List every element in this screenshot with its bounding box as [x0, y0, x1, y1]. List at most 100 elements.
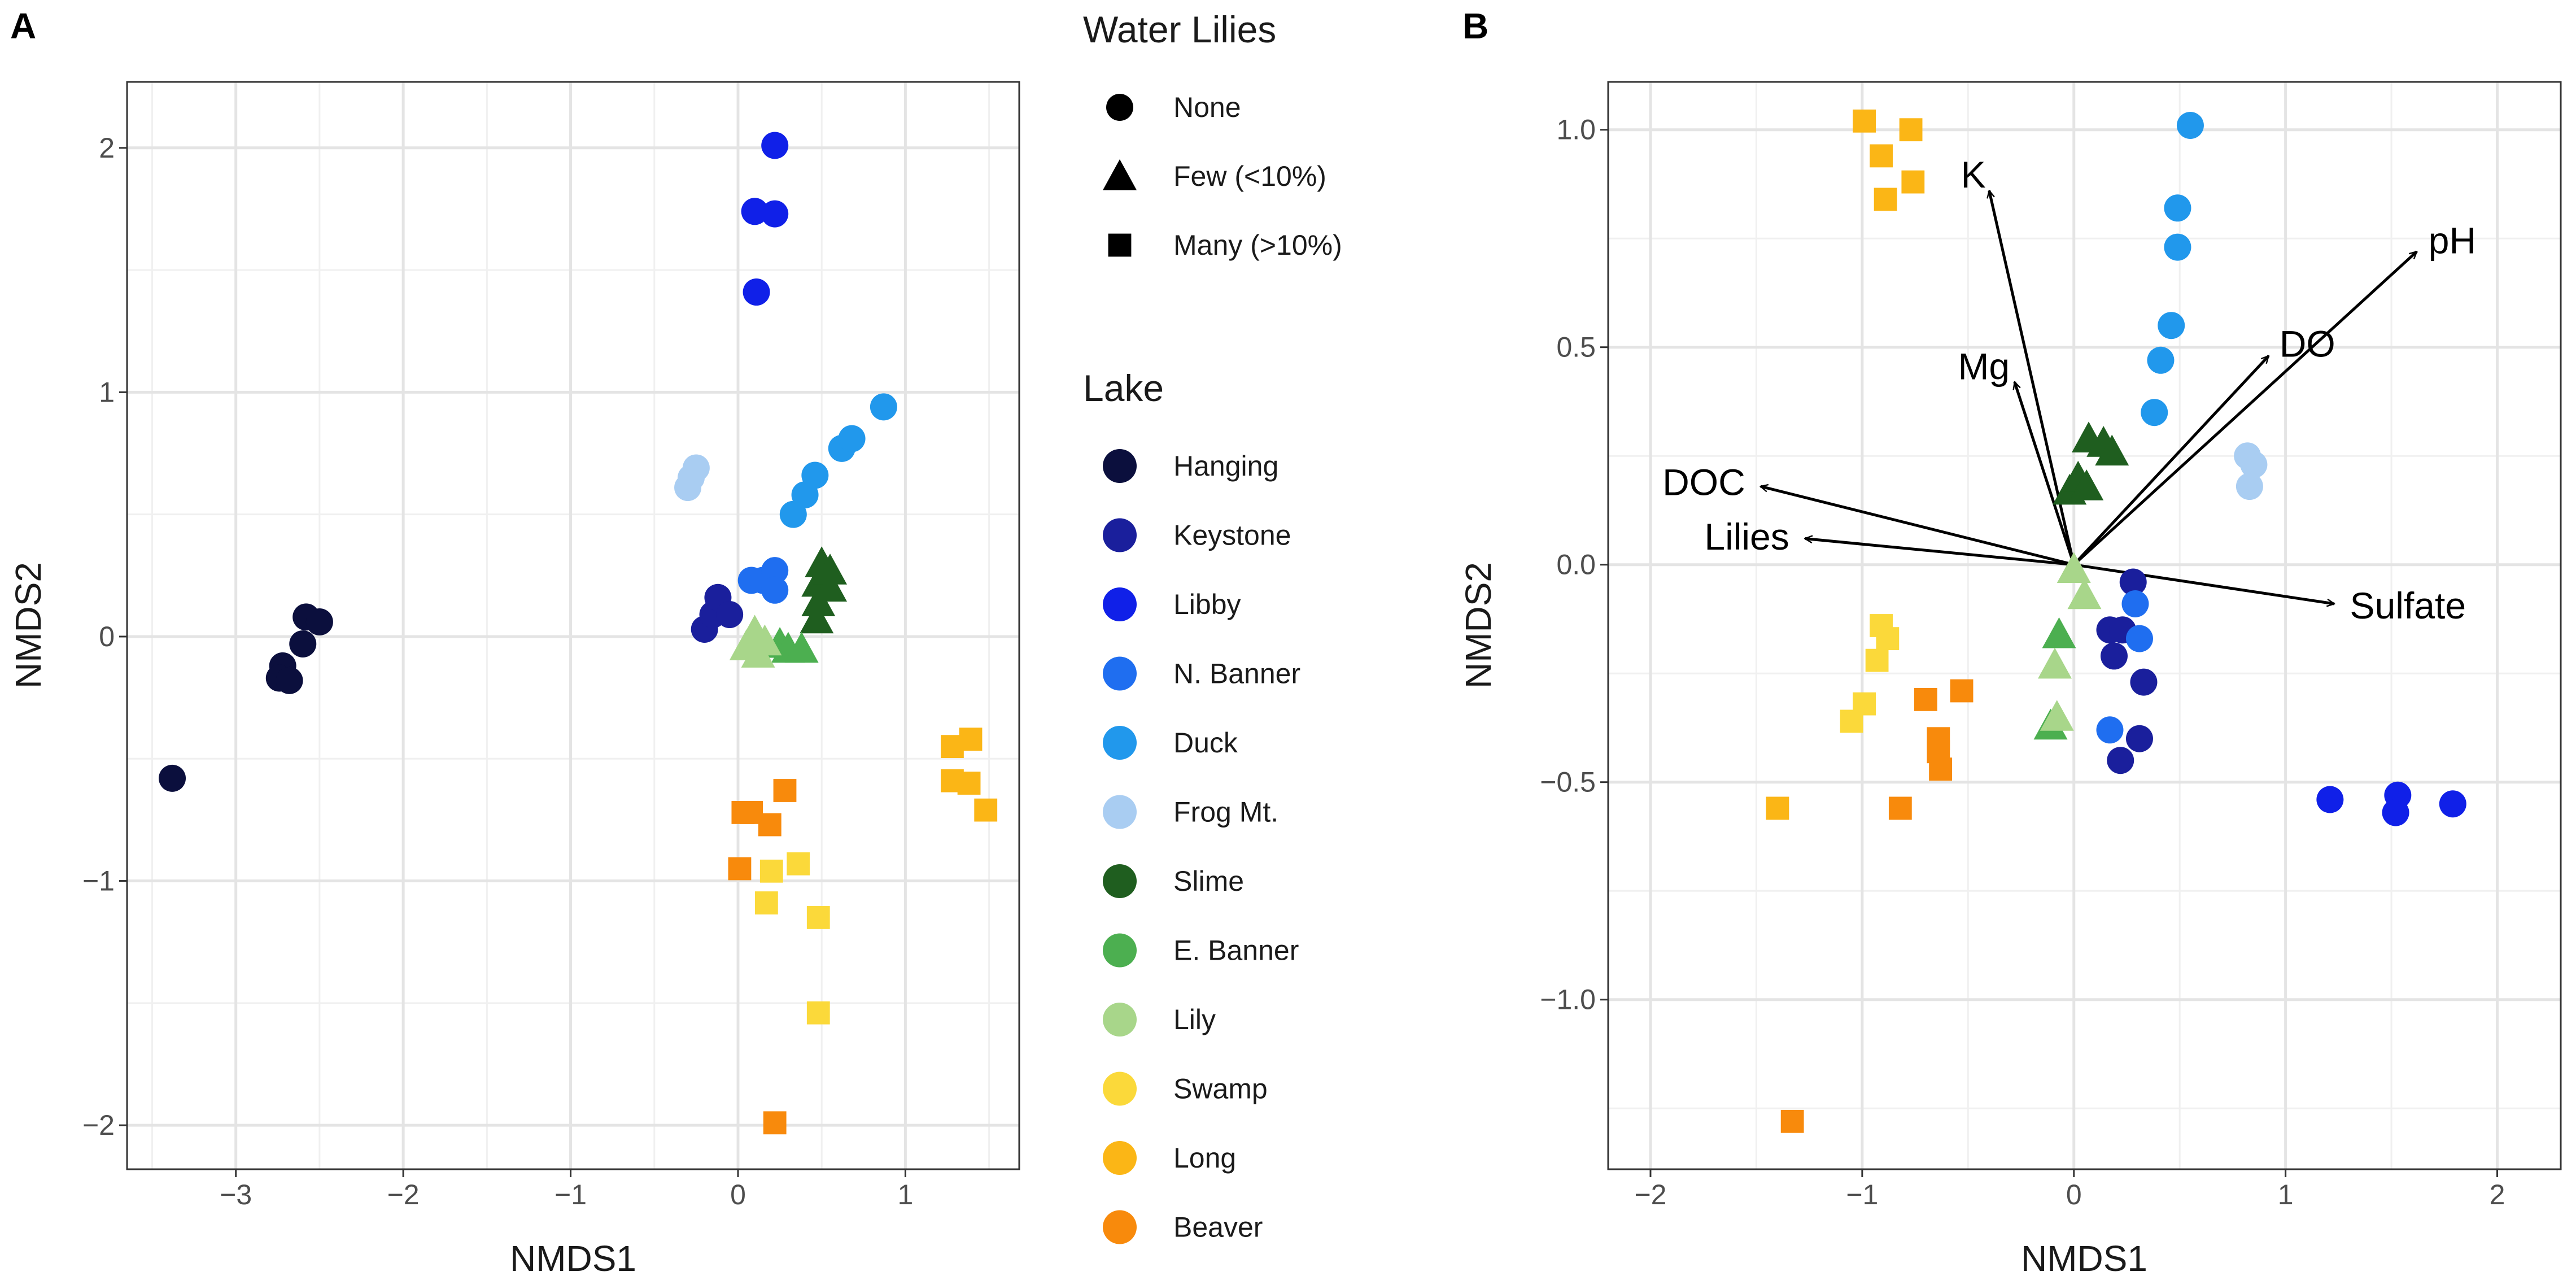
legend-lake-swatch-long: [1103, 1141, 1137, 1175]
panel-b-point-slime: [2069, 469, 2104, 500]
y-tick-label: −0.5: [1540, 767, 1596, 798]
panel-b-point-e-banner: [2042, 617, 2076, 648]
panel-b-point-duck: [2164, 194, 2191, 222]
panel-a-point-duck: [801, 461, 829, 489]
panel-b-point-keystone: [2100, 642, 2128, 670]
legend-lake-label-hanging: Hanging: [1173, 450, 1278, 482]
vector-arrow-sulfate: [2073, 563, 2334, 604]
vector-arrow-doc: [1761, 486, 2075, 567]
legend-shape-many-10: [1108, 233, 1132, 257]
legend-lake-label-duck: Duck: [1173, 727, 1238, 759]
panel-a-plot: −3 −2 −1 0 1 −2 −1 0 1 2 NMDS1 NMDS2: [8, 81, 1020, 1276]
panel-b-point-lily: [2057, 552, 2091, 583]
panel-b-point-beaver: [1950, 679, 1974, 703]
legend-lake-label-long: Long: [1173, 1142, 1236, 1174]
panel-b-point-swamp: [1876, 627, 1900, 650]
panel-a-point-swamp: [806, 1001, 830, 1025]
panel-b-point-beaver: [1888, 796, 1912, 820]
panel-a-point-hanging: [276, 667, 303, 694]
panel-label-a: A: [10, 6, 36, 46]
legend-lake-label-swamp: Swamp: [1173, 1073, 1268, 1105]
panel-b-point-libby: [2316, 786, 2344, 813]
x-tick-label: −1: [1846, 1179, 1878, 1210]
y-tick-label: 0.5: [1556, 332, 1596, 363]
vector-label-ph: pH: [2429, 219, 2476, 261]
x-tick-label: 2: [2490, 1179, 2505, 1210]
panel-b-x-axis-title: NMDS1: [2021, 1238, 2147, 1276]
panel-b-point-libby: [2382, 799, 2409, 826]
panel-b-point-swamp: [1840, 709, 1863, 733]
panel-b-gridlines: [1608, 82, 2561, 1169]
y-tick-label: −1: [82, 865, 115, 897]
vector-arrow-lilies: [1805, 539, 2074, 567]
panel-a-point-beaver: [728, 857, 752, 881]
legend-lake-label-beaver: Beaver: [1173, 1212, 1263, 1243]
panel-b-point-n-banner: [2125, 625, 2153, 652]
panel-a-point-swamp: [759, 859, 783, 883]
panel-a-point-hanging: [305, 608, 333, 636]
panel-a-point-beaver: [773, 779, 797, 802]
panel-b-plot: KpH DO Mg DOC Lilies Sulfate −2 −1 0 1 2 −1.0 −0.5 0…: [1458, 81, 2562, 1276]
legend-shape-label-few-10: Few (<10%): [1173, 160, 1326, 192]
panel-b-point-duck: [2158, 312, 2185, 339]
panel-b-point-duck: [2147, 346, 2175, 374]
y-tick-label: 0.0: [1556, 549, 1596, 581]
panel-b-point-keystone: [2125, 725, 2153, 752]
panel-a-point-hanging: [289, 630, 317, 657]
legend-shape-few-10: [1103, 159, 1137, 190]
legend-lake-label-e-banner: E. Banner: [1173, 935, 1299, 966]
legend-lake-swatch-e-banner: [1103, 933, 1137, 968]
legend-lake-label-keystone: Keystone: [1173, 520, 1291, 551]
panel-a-point-n-banner: [761, 557, 789, 585]
panel-b-point-n-banner: [2096, 716, 2124, 744]
panel-a-point-slime: [813, 554, 848, 585]
legend-lake-label-n-banner: N. Banner: [1173, 658, 1300, 690]
panel-a-point-long: [959, 728, 983, 751]
legend-lake-label-libby: Libby: [1173, 589, 1241, 620]
legend-lake-swatch-libby: [1103, 587, 1137, 621]
panel-a-point-slime: [813, 571, 848, 602]
panel-b-point-swamp: [1865, 648, 1889, 672]
legend-lake-swatch-frog-mt: [1103, 795, 1137, 829]
panel-a-point-slime: [800, 602, 834, 634]
panel-a-border: [126, 81, 1020, 1170]
legend-lake-swatch-swamp: [1103, 1072, 1137, 1106]
panel-b-ticks: −2 −1 0 1 2 −1.0 −0.5 0.0 0.5 1.0: [1540, 114, 2505, 1210]
panel-b-point-duck: [2176, 112, 2204, 139]
panel-a-point-long: [974, 798, 998, 822]
panel-a-point-lily: [748, 624, 782, 656]
panel-b-point-n-banner: [2121, 590, 2149, 617]
legend-shape-entries: None Few (<10%) Many (>10%): [1103, 92, 1342, 261]
x-tick-label: 0: [2066, 1179, 2082, 1210]
legend-lake-swatch-duck: [1103, 726, 1137, 760]
panel-a-y-axis-title: NMDS2: [8, 562, 49, 689]
legend-lake-title: Lake: [1083, 367, 1164, 409]
x-tick-label: −2: [387, 1179, 420, 1210]
panel-a-point-duck: [779, 500, 807, 528]
vector-arrow-ph: [2073, 250, 2417, 566]
panel-b-border: [1607, 81, 2562, 1170]
panel-b-vectors: KpH DO Mg DOC Lilies Sulfate: [1662, 154, 2476, 626]
panel-a-point-swamp: [806, 906, 830, 929]
y-tick-label: 0: [99, 621, 115, 652]
panel-a-point-swamp: [787, 852, 810, 876]
vector-label-lilies: Lilies: [1704, 516, 1789, 558]
vector-arrow-mg: [2015, 382, 2076, 565]
legend-lake-swatch-slime: [1103, 864, 1137, 898]
panel-a-point-swamp: [754, 891, 778, 914]
legend-lake-label-frog-mt: Frog Mt.: [1173, 796, 1278, 828]
panel-b-point-duck: [2164, 233, 2191, 261]
y-tick-label: 1: [99, 376, 115, 408]
panel-b-point-frog-mt: [2240, 451, 2268, 478]
panel-a-point-e-banner: [784, 632, 819, 663]
panel-b-point-long: [1853, 109, 1876, 133]
y-tick-label: −1.0: [1540, 984, 1596, 1016]
panel-a-point-libby: [741, 198, 769, 225]
panel-b-point-keystone: [2119, 568, 2147, 596]
panel-b-point-libby: [2439, 790, 2466, 818]
panel-a-points: [159, 132, 998, 1135]
panel-b-point-beaver: [1780, 1109, 1804, 1133]
panel-a-point-long: [957, 772, 981, 795]
panel-a-point-libby: [761, 132, 789, 159]
panel-a-point-duck: [870, 393, 897, 421]
